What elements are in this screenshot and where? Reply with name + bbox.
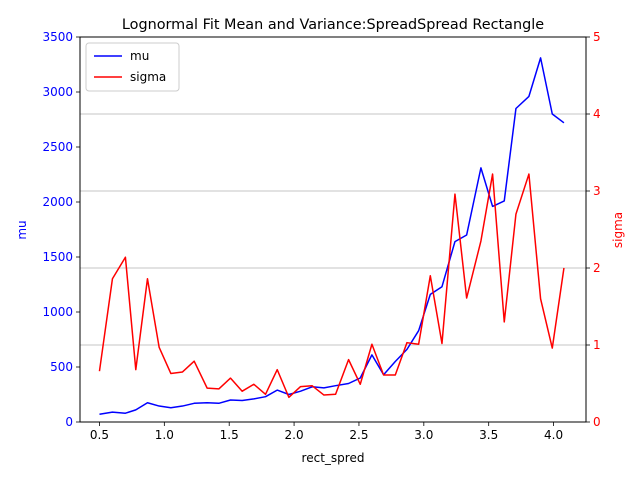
x-tick-label: 1.5: [220, 428, 239, 442]
series-layer: [98, 57, 565, 416]
series-line-sigma: [98, 173, 565, 399]
x-axis: 0.5 1.0 1.5 2.0 2.5 3.0 3.5 4.0: [90, 422, 563, 442]
y-right-tick-label: 3: [593, 184, 601, 198]
x-tick-label: 1.0: [155, 428, 174, 442]
plot-frame: [79, 36, 587, 423]
series-line-mu: [99, 57, 565, 416]
grid-layer: [80, 36, 586, 423]
y-right-tick-label: 1: [593, 338, 601, 352]
y-axis-right-label: sigma: [611, 212, 625, 248]
y-left-tick-label: 1500: [42, 250, 73, 264]
y-left-tick-label: 1000: [42, 305, 73, 319]
y-left-tick-label: 3500: [42, 30, 73, 44]
y-right-tick-label: 2: [593, 261, 601, 275]
chart-title: Lognormal Fit Mean and Variance:SpreadSp…: [122, 17, 544, 33]
y-left-tick-label: 2500: [42, 140, 73, 154]
x-tick-label: 3.5: [479, 428, 498, 442]
y-right-tick-label: 4: [593, 107, 601, 121]
legend-label-sigma: sigma: [130, 70, 166, 84]
x-tick-label: 0.5: [90, 428, 109, 442]
y-right-tick-label: 5: [593, 30, 601, 44]
legend-label-mu: mu: [130, 49, 149, 63]
x-tick-label: 2.5: [349, 428, 368, 442]
y-axis-right: 0 1 2 3 4 5: [586, 30, 601, 429]
y-left-tick-label: 3000: [42, 85, 73, 99]
x-tick-label: 2.0: [285, 428, 304, 442]
legend: mu sigma: [85, 42, 180, 92]
x-tick-label: 4.0: [544, 428, 563, 442]
x-axis-label: rect_spred: [302, 451, 365, 465]
y-axis-left-label: mu: [15, 220, 29, 239]
y-left-tick-label: 2000: [42, 195, 73, 209]
y-left-tick-label: 0: [65, 415, 73, 429]
x-tick-label: 3.0: [414, 428, 433, 442]
y-axis-left: 0 500 1000 1500 2000 2500 3000 3500: [42, 30, 80, 429]
y-right-tick-label: 0: [593, 415, 601, 429]
legend-box: [85, 42, 180, 92]
y-left-tick-label: 500: [50, 360, 73, 374]
